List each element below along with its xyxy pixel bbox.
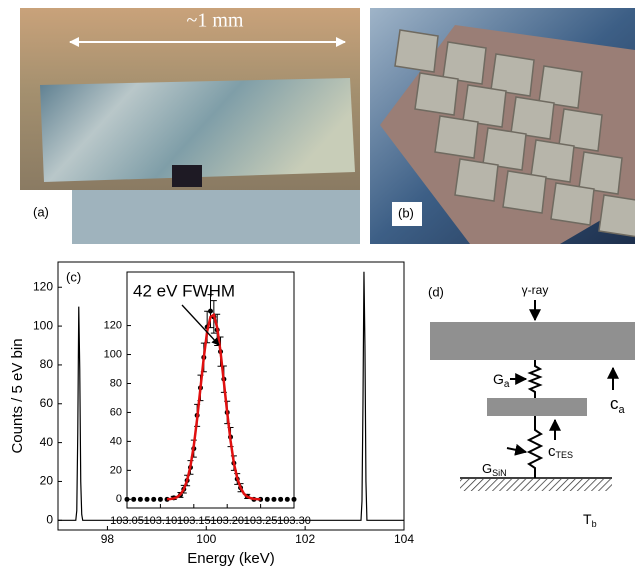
data-point [138,497,143,502]
y-tick-label: 60 [110,406,122,418]
panel-label: (c) [66,269,81,284]
tb-label: Tb [583,511,597,530]
y-tick-label: 60 [40,396,54,410]
photo-b: (b) [370,8,635,244]
data-point [125,497,130,502]
annotation: 42 eV FWHM [133,281,235,300]
x-tick-label: 98 [101,532,115,546]
gsin-label: GSiN [482,461,507,478]
data-point [292,497,297,502]
x-tick-label: 104 [394,532,414,546]
x-axis-title: Energy (keV) [187,550,275,567]
figure: ~1 mm (a) (b) (d) γ-ray Ga ca GSiN cTES … [0,0,635,569]
ca-label: ca [610,394,626,415]
x-tick-label: 103.15 [177,515,211,527]
x-tick-label: 103.10 [144,515,178,527]
y-tick-label: 100 [104,348,122,360]
data-point [208,309,213,314]
y-tick-label: 120 [104,319,122,331]
data-point [265,497,270,502]
y-tick-label: 80 [40,357,54,371]
x-tick-label: 100 [196,532,216,546]
ga-label: Ga [493,371,510,390]
data-point [131,497,136,502]
data-point [151,497,156,502]
chip [455,159,498,201]
y-tick-label: 0 [46,512,53,526]
scale-label: ~1 mm [187,10,244,32]
plots: 0 20 40 60 80 100 120 98 100 102 104 (c) Counts / 5 … [9,262,414,567]
chip [551,183,594,225]
y-tick-label: 20 [40,474,54,488]
y-tick-label: 0 [116,493,122,505]
panel-label: (b) [398,205,414,220]
chip [415,73,458,115]
data-point [158,497,163,502]
data-point [271,497,276,502]
data-point [145,497,150,502]
chip [599,195,635,237]
y-tick-label: 20 [110,464,122,476]
y-tick-label: 40 [110,435,122,447]
x-tick-label: 103.05 [110,515,144,527]
panel-label: (a) [33,204,49,219]
chip [435,116,478,158]
y-tick-label: 40 [40,435,54,449]
panel-label: (d) [428,284,444,299]
y-axis-title: Counts / 5 eV bin [9,338,26,453]
chip [395,30,438,72]
x-tick-label: 102 [295,532,315,546]
y-tick-label: 80 [110,377,122,389]
chip [503,171,546,213]
gamma-label: γ-ray [522,283,549,297]
diagram-d: (d) γ-ray Ga ca GSiN cTES Tb [428,283,635,529]
data-point [278,497,283,502]
x-tick-label: 103.20 [210,515,244,527]
y-tick-label: 120 [33,279,53,293]
photo-a: ~1 mm (a) [20,8,360,244]
x-tick-label: 103.30 [277,515,311,527]
ctes-label: cTES [548,443,573,460]
data-point [285,497,290,502]
y-tick-label: 100 [33,318,53,332]
x-tick-label: 103.25 [244,515,278,527]
